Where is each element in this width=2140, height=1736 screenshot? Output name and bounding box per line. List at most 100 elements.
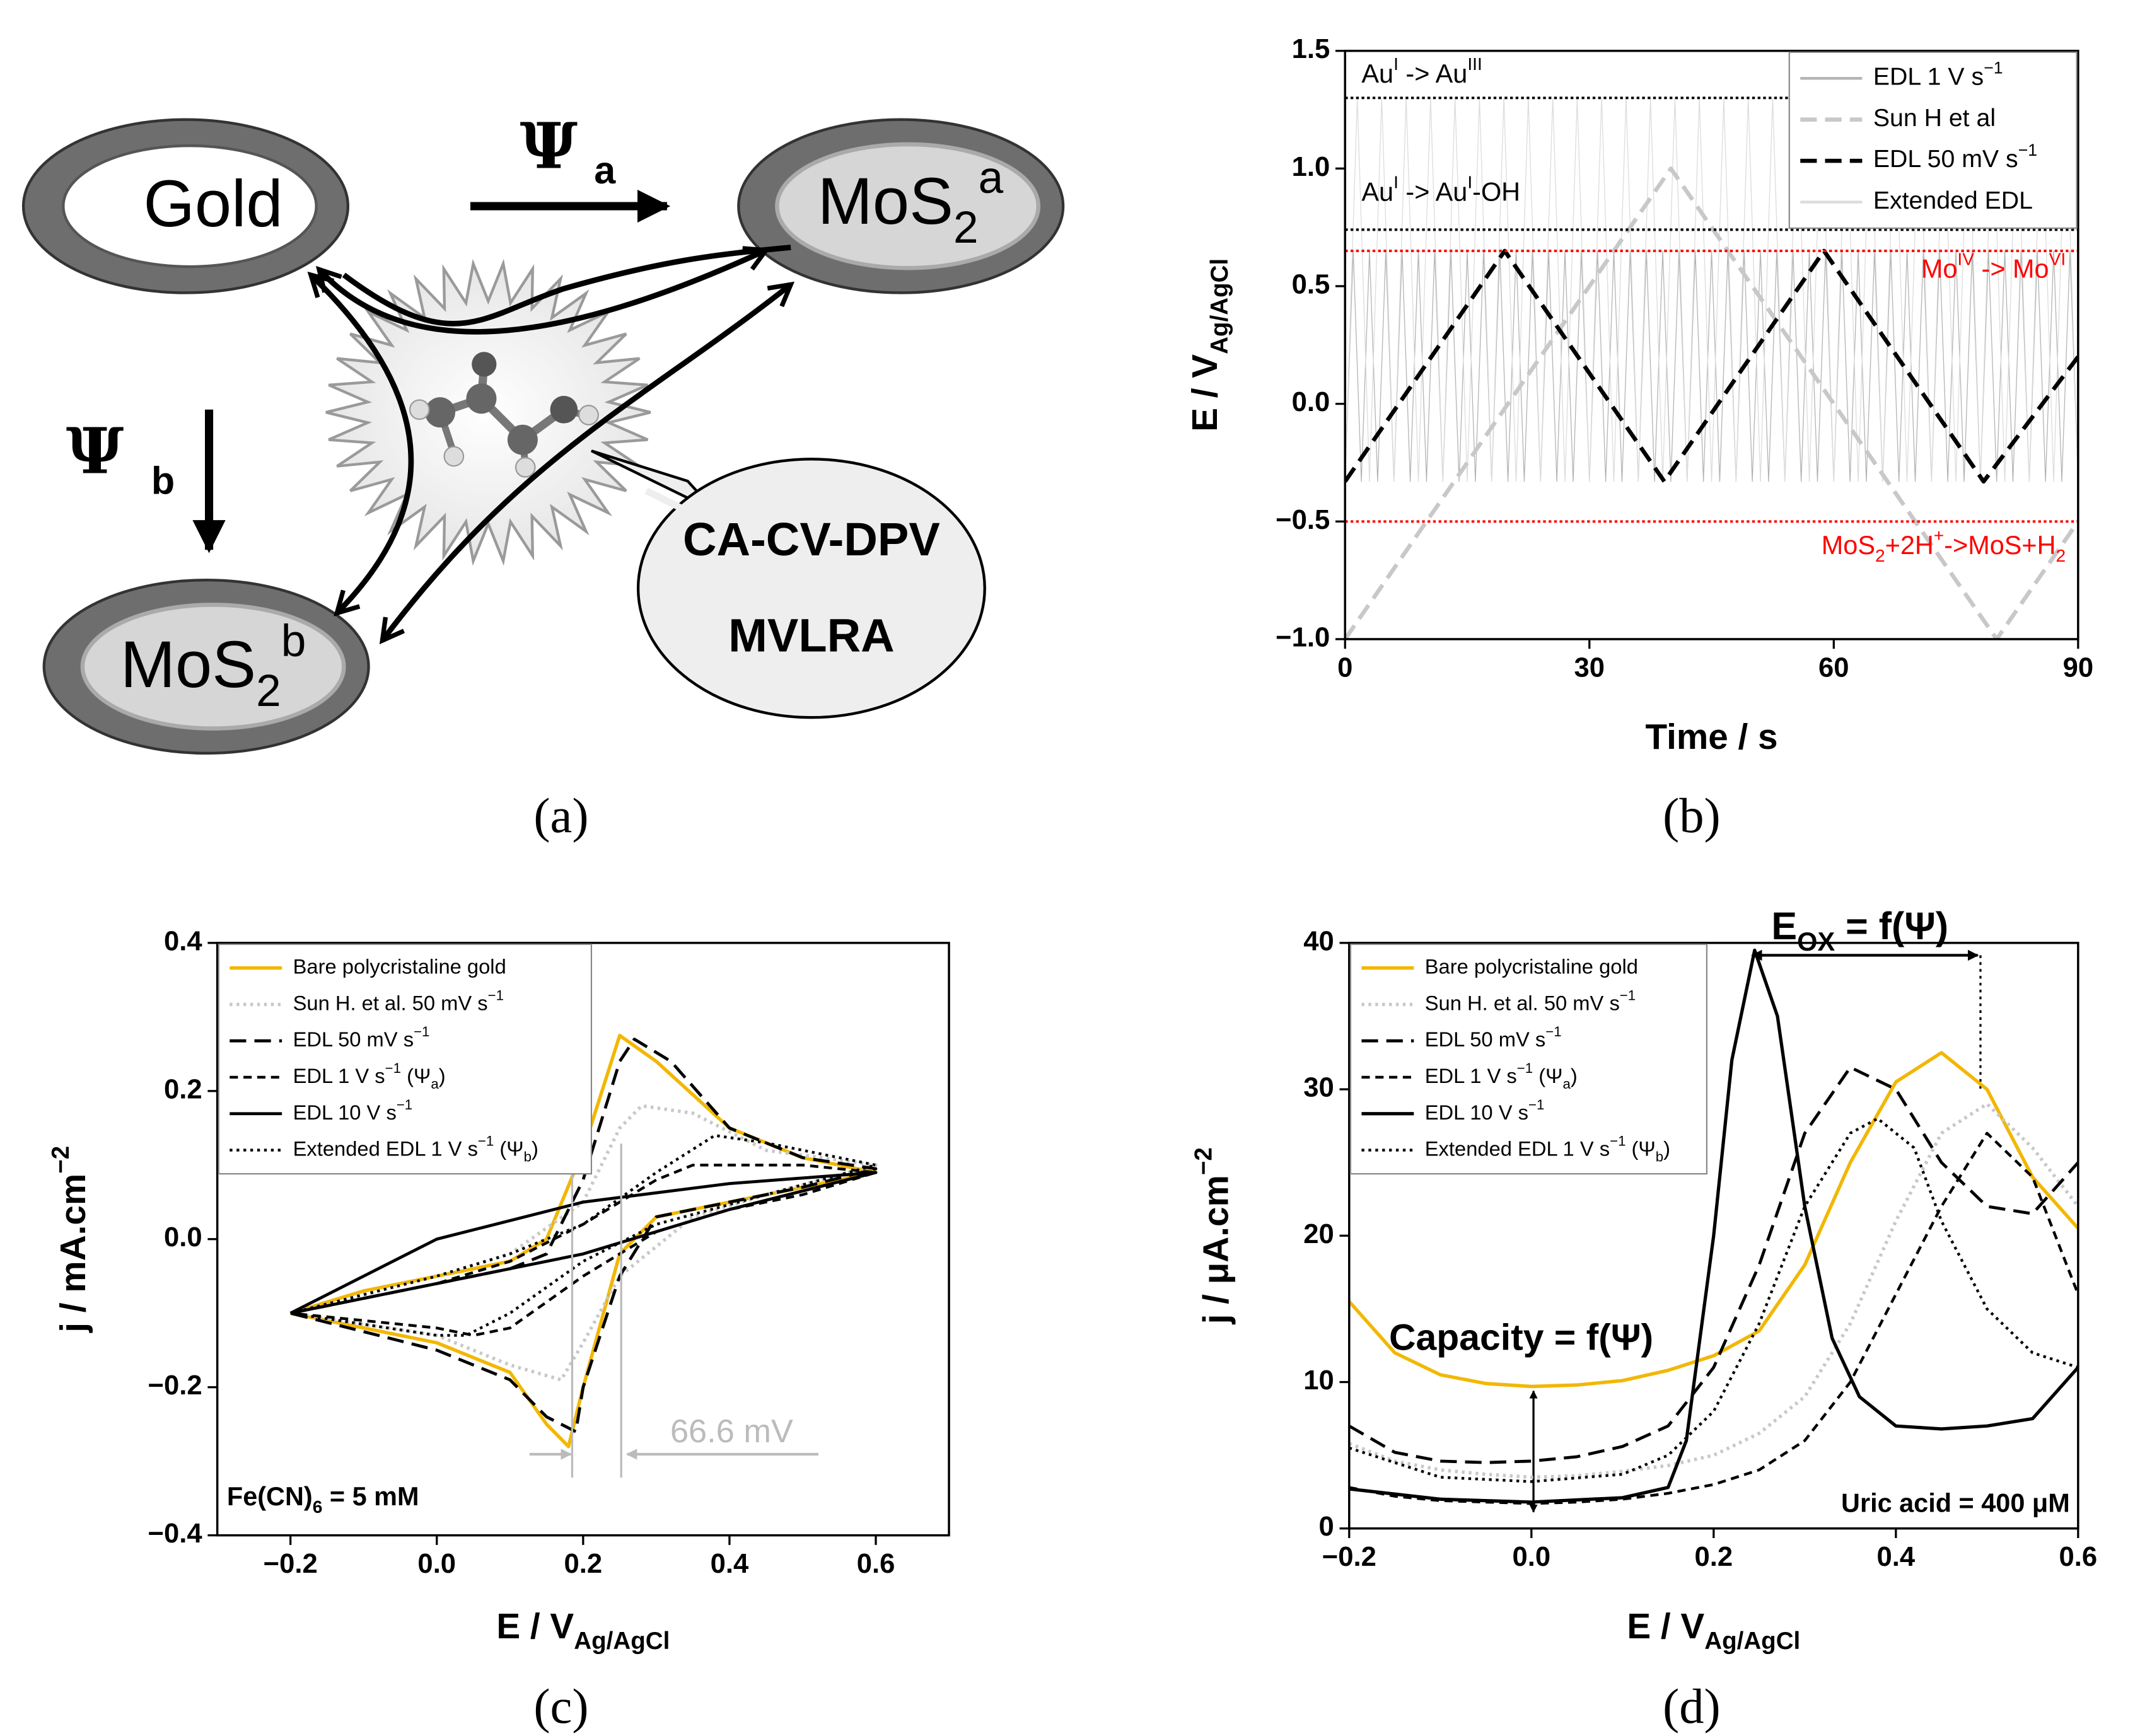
- y-tick-label: 10: [1303, 1365, 1334, 1396]
- text-part: a: [1562, 1076, 1571, 1092]
- text-part: III: [1467, 54, 1482, 74]
- legend-label: EDL 50 mV s−1: [1425, 1024, 1562, 1051]
- text-part: 2: [953, 203, 979, 253]
- data-line: [1349, 1065, 2078, 1464]
- text-part: 2: [2056, 545, 2066, 565]
- y-tick-label: 0.0: [164, 1222, 202, 1253]
- text-part: −2: [47, 1146, 74, 1174]
- text-part: Fe(CN): [227, 1481, 313, 1511]
- legend-label: EDL 10 V s−1: [293, 1097, 413, 1123]
- y-tick-label: 1.0: [1292, 152, 1330, 182]
- text-part: 2: [256, 666, 281, 716]
- y-tick-label: −1.0: [1276, 622, 1330, 652]
- text-part: Sun H. et al. 50 mV s: [1425, 991, 1620, 1014]
- text-part: Ag/AgCl: [1206, 258, 1233, 354]
- transition-index: b: [151, 460, 175, 502]
- x-tick-label: 0.6: [857, 1549, 895, 1579]
- text-part: −1: [1545, 1024, 1561, 1040]
- text-part: −1: [488, 988, 504, 1004]
- text-part: ): [532, 1137, 538, 1160]
- caption: (c): [533, 1679, 588, 1733]
- text-part: a: [431, 1076, 439, 1092]
- legend-label: Extended EDL 1 V s−1 (Ψb): [293, 1133, 538, 1165]
- data-line: [1349, 1051, 2078, 1389]
- legend-label: EDL 50 mV s−1: [1873, 141, 2037, 173]
- legend-label: Extended EDL 1 V s−1 (Ψb): [1425, 1133, 1670, 1165]
- text-part: -> Mo: [1974, 254, 2049, 284]
- data-line: [1349, 1102, 2078, 1479]
- text-part: Au: [1361, 176, 1393, 206]
- callout-text: MVLRA: [728, 610, 895, 662]
- annotation: Fe(CN)6 = 5 mM: [227, 1481, 419, 1517]
- legend-label: Extended EDL: [1873, 187, 2033, 214]
- x-tick-label: 0.0: [417, 1549, 456, 1579]
- data-line: [1345, 166, 2078, 639]
- caption: (a): [533, 788, 588, 843]
- text-part: OX: [1797, 927, 1835, 957]
- transition-index: a: [594, 149, 616, 192]
- text-part: (Ψ: [1533, 1064, 1562, 1087]
- node-label: MoS2a: [818, 153, 1004, 253]
- text-part: −1: [1610, 1133, 1625, 1149]
- text-part: 6: [313, 1496, 323, 1517]
- text-part: j / mA.cm: [54, 1174, 93, 1333]
- y-tick-label: 0.5: [1292, 270, 1330, 300]
- x-axis-label: E / VAg/AgCl: [1627, 1607, 1800, 1655]
- text-part: E / V: [1185, 354, 1225, 432]
- y-tick-label: 0.2: [164, 1074, 202, 1104]
- text-part: +2H: [1885, 530, 1934, 560]
- data-line: [1349, 1117, 2078, 1483]
- annotation: Capacity = f(Ψ): [1389, 1317, 1653, 1358]
- text-part: −1: [397, 1097, 412, 1113]
- legend: Bare polycristaline gold Sun H. et al. 50…: [1349, 943, 1708, 1175]
- text-part: EDL 50 mV s: [1425, 1027, 1545, 1051]
- text-part: +: [1934, 525, 1944, 545]
- text-part: 2: [1875, 545, 1885, 565]
- text-part: EDL 50 mV s: [293, 1027, 414, 1051]
- text-part: E / V: [1627, 1607, 1704, 1646]
- legend-label: Sun H. et al. 50 mV s−1: [293, 988, 504, 1014]
- annotation: Uric acid = 400 μM: [1841, 1488, 2070, 1518]
- y-tick-label: 20: [1303, 1219, 1334, 1249]
- x-tick-label: 0: [1337, 652, 1352, 683]
- text-part: MoS: [818, 165, 953, 238]
- text-part: −1: [414, 1024, 429, 1040]
- plot-area: [1349, 948, 2078, 1505]
- text-part: −1: [1517, 1060, 1533, 1076]
- text-part: EDL 1 V s: [293, 1064, 385, 1087]
- text-part: EDL 10 V s: [293, 1100, 397, 1123]
- legend-label: EDL 10 V s−1: [1425, 1097, 1545, 1123]
- text-part: −2: [1190, 1147, 1217, 1175]
- caption: (b): [1663, 788, 1721, 843]
- text-part: −1: [1620, 988, 1636, 1004]
- text-part: I: [1393, 54, 1399, 74]
- x-tick-label: 0.0: [1512, 1542, 1550, 1572]
- x-tick-label: 0.4: [1877, 1542, 1916, 1572]
- legend: Bare polycristaline gold Sun H. et al. 50…: [218, 943, 593, 1175]
- plot-area: [289, 1033, 878, 1449]
- text-part: b: [281, 616, 306, 666]
- text-part: EDL 10 V s: [1425, 1100, 1528, 1123]
- text-part: (Ψ: [494, 1137, 523, 1160]
- legend-box: [218, 943, 593, 1175]
- text-part: Ag/AgCl: [574, 1628, 670, 1655]
- text-part: MoS: [1822, 530, 1875, 560]
- y-axis-label: j / μA.cm−2: [1190, 1147, 1236, 1324]
- data-line: [290, 1104, 878, 1382]
- callout-text: CA-CV-DPV: [683, 513, 940, 565]
- text-part: -OH: [1472, 176, 1520, 206]
- text-part: (Ψ: [1625, 1137, 1655, 1160]
- caption: (d): [1663, 1679, 1721, 1733]
- reference-label: AuI -> AuIII: [1361, 54, 1482, 88]
- legend-label: Sun H. et al. 50 mV s−1: [1425, 988, 1636, 1014]
- legend-label: EDL 1 V s−1 (Ψa): [293, 1060, 446, 1092]
- text-part: Au: [1361, 59, 1393, 88]
- node: MoS2a: [737, 118, 1065, 294]
- data-line: [290, 1038, 878, 1433]
- y-tick-label: 0: [1319, 1512, 1334, 1542]
- arrows: [192, 189, 791, 640]
- text-part: ): [439, 1064, 446, 1087]
- text-part: -> Au: [1399, 176, 1467, 206]
